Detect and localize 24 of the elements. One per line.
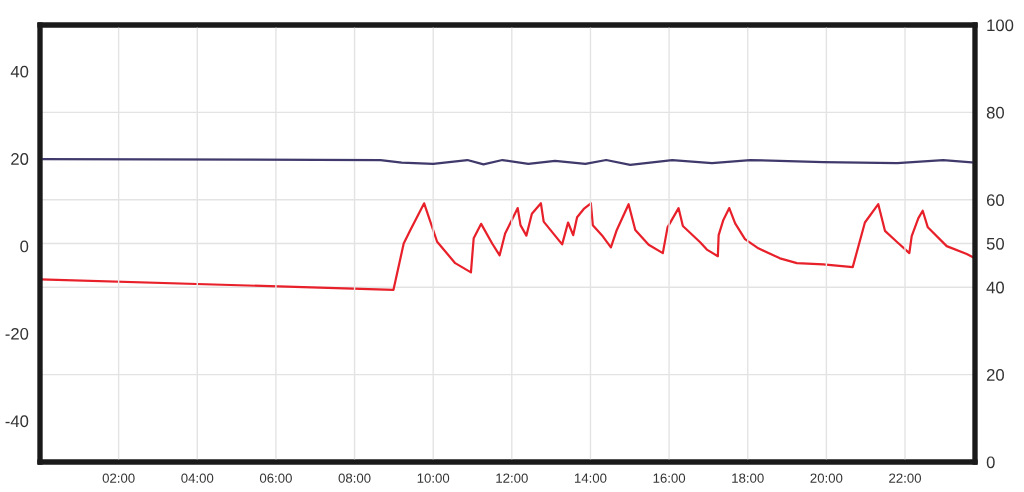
- x-tick-label: 22:00: [889, 473, 922, 483]
- y2-tick-label: 50: [986, 237, 1004, 250]
- y-tick-label: 0: [20, 240, 29, 253]
- y2-tick-label: 80: [986, 106, 1004, 119]
- y2-tick-label: 60: [986, 194, 1004, 206]
- y2-tick-label: 20: [986, 369, 1004, 381]
- x-tick-label: 14:00: [574, 473, 607, 483]
- x-tick-label: 12:00: [496, 473, 528, 483]
- y-tick-label: -20: [5, 327, 29, 340]
- line-series: [40, 202, 975, 291]
- y2-tick-label: 0: [986, 456, 995, 469]
- x-tick-label: 08:00: [338, 473, 371, 483]
- y-tick-label: 40: [10, 65, 29, 78]
- y2-tick-label: 100: [987, 19, 1014, 32]
- x-tick-label: 18:00: [732, 473, 764, 483]
- x-tick-label: 16:00: [653, 473, 686, 483]
- x-tick-label: 20:00: [810, 473, 843, 483]
- y2-tick-label: 40: [986, 281, 1004, 294]
- x-tick-label: 10:00: [417, 473, 450, 483]
- x-tick-label: 04:00: [181, 473, 214, 483]
- y-tick-label: 20: [11, 153, 29, 165]
- x-tick-label: 06:00: [259, 473, 292, 483]
- x-tick-label: 02:00: [102, 473, 135, 483]
- y-tick-label: -40: [5, 415, 29, 428]
